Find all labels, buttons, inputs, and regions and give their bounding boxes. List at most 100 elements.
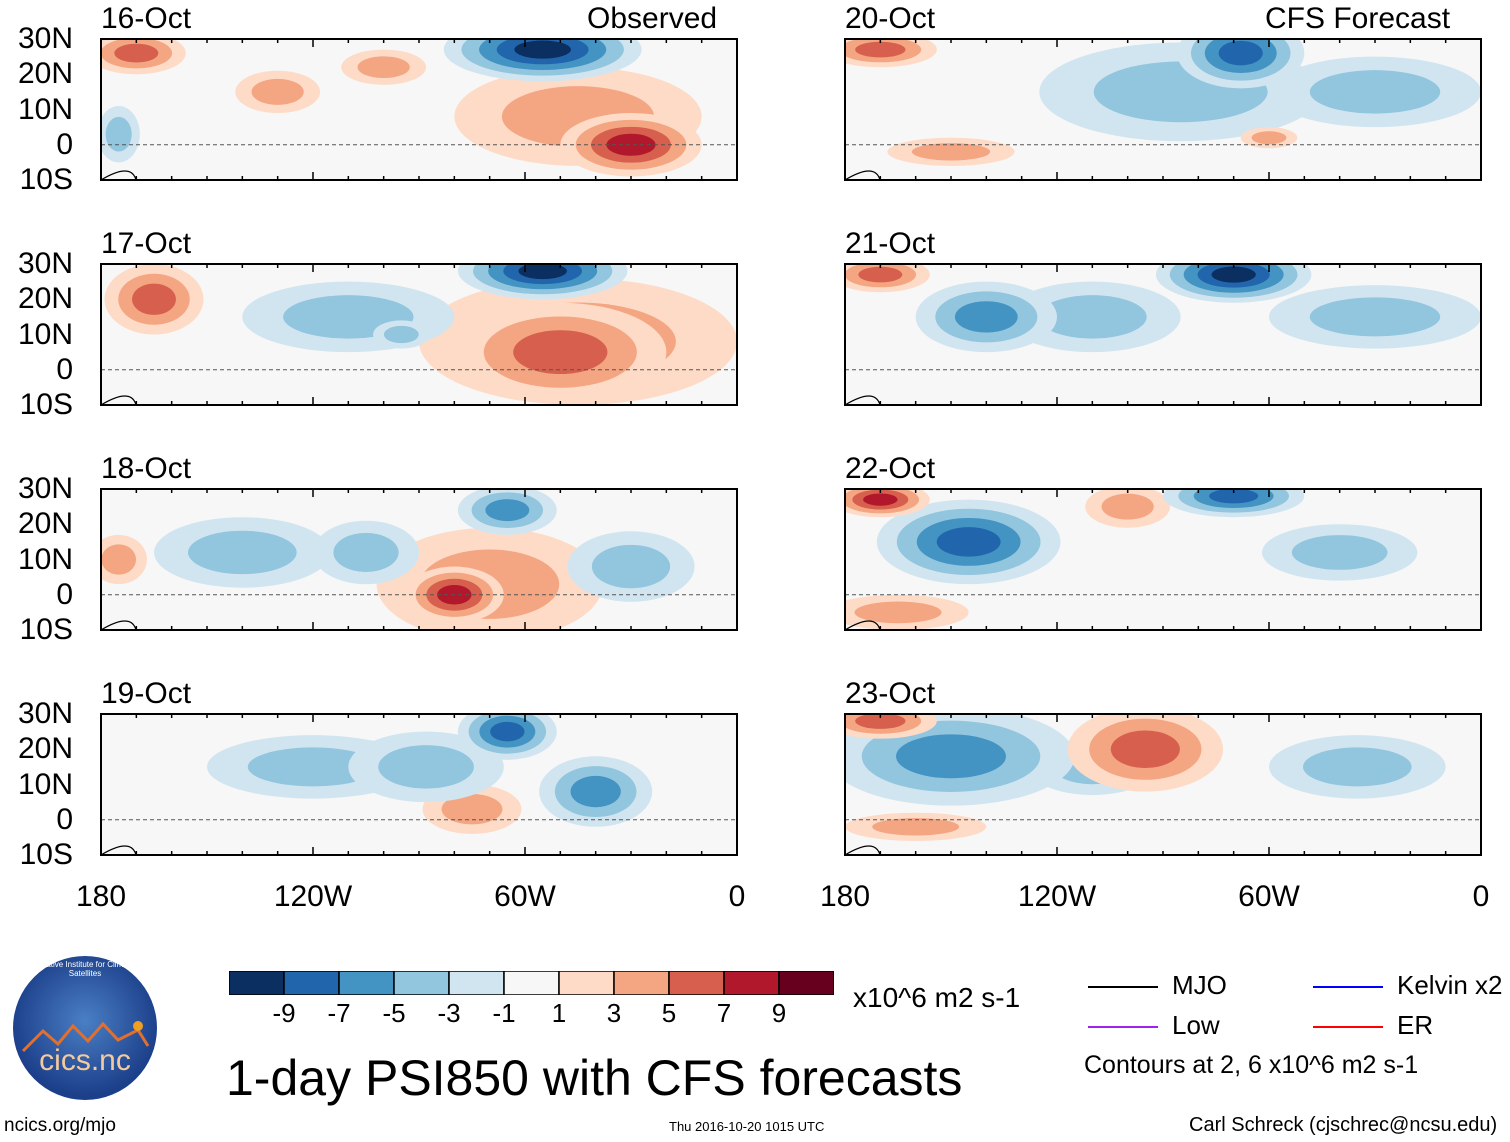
anomaly-contour <box>132 283 176 315</box>
lat-tick-label: 20N <box>17 507 73 541</box>
contour-note: Contours at 2, 6 x10^6 m2 s-1 <box>1084 1051 1419 1079</box>
forecast-title: CFS Forecast <box>1265 2 1451 35</box>
figure-title: 1-day PSI850 with CFS forecasts <box>226 1050 963 1106</box>
anomaly-contour <box>518 264 567 280</box>
panel-date-label: 21-Oct <box>845 227 936 260</box>
mountain-icon <box>21 1021 150 1053</box>
lat-tick-label: 0 <box>56 352 73 386</box>
anomaly-contour <box>936 527 1001 557</box>
legend-line <box>1088 1026 1158 1028</box>
anomaly-contour <box>1209 489 1259 504</box>
legend-item: ER <box>1313 1010 1510 1044</box>
anomaly-contour <box>872 818 960 836</box>
panel-date-label: 22-Oct <box>845 452 936 485</box>
map-panel-19-Oct <box>100 713 738 856</box>
colorbar-units: x10^6 m2 s-1 <box>853 982 1021 1013</box>
cics-logo: Cooperative Institute for Climate and Sa… <box>13 956 157 1100</box>
anomaly-contour <box>441 793 503 825</box>
map-panel-21-Oct <box>844 263 1482 406</box>
lon-tick-label: 0 <box>1472 880 1490 913</box>
colorbar-swatch <box>613 971 670 995</box>
lat-tick-label: 30N <box>17 697 73 730</box>
anomaly-contour <box>863 493 898 506</box>
anomaly-contour <box>854 601 942 624</box>
anomaly-contour <box>591 544 671 589</box>
colorbar-swatch <box>393 971 450 995</box>
anomaly-contour <box>855 41 906 58</box>
map-panel-17-Oct <box>100 263 738 406</box>
colorbar-label: -9 <box>272 998 296 1028</box>
lat-tick-label: 30N <box>17 247 73 280</box>
lon-tick-label: 0 <box>728 880 746 913</box>
colorbar-swatch <box>558 971 615 995</box>
lat-tick-label: 0 <box>56 577 73 611</box>
colorbar-label: 7 <box>716 998 732 1028</box>
lat-tick-label: 30N <box>17 472 73 505</box>
anomaly-contour <box>105 116 132 152</box>
lat-tick-label: 20N <box>17 57 73 91</box>
observed-title: Observed <box>587 2 718 35</box>
anomaly-contour <box>570 775 621 808</box>
mjo-contour <box>845 845 881 855</box>
lat-tick-label: 0 <box>56 802 73 836</box>
lat-tick-label: 10S <box>19 613 73 646</box>
mjo-contour <box>845 395 881 405</box>
lat-tick-label: 10S <box>19 163 73 196</box>
anomaly-contour <box>1218 40 1263 66</box>
panel-date-label: 19-Oct <box>101 677 192 710</box>
anomaly-contour <box>1309 70 1441 114</box>
anomaly-contour <box>101 544 137 575</box>
mjo-contour <box>845 620 881 630</box>
anomaly-contour <box>114 43 159 63</box>
anomaly-contour <box>333 532 399 572</box>
author-credit: Carl Schreck (cjschrec@ncsu.edu) <box>1189 1114 1498 1136</box>
anomaly-contour <box>251 78 304 105</box>
colorbar <box>229 971 834 995</box>
lon-tick-label: 120W <box>273 880 353 913</box>
legend-line <box>1088 986 1158 988</box>
colorbar-swatch <box>229 971 285 995</box>
colorbar-label: 3 <box>606 998 622 1028</box>
colorbar-swatch <box>778 971 834 995</box>
colorbar-label: 5 <box>661 998 677 1028</box>
anomaly-contour <box>858 266 903 283</box>
colorbar-swatch <box>723 971 780 995</box>
colorbar-label: 9 <box>771 998 787 1028</box>
colorbar-swatch <box>283 971 340 995</box>
anomaly-contour <box>187 530 297 575</box>
lat-tick-label: 10N <box>17 92 73 126</box>
legend-item: MJO <box>1088 970 1308 1004</box>
timestamp: Thu 2016-10-20 1015 UTC <box>669 1119 825 1134</box>
mjo-contour <box>101 395 137 405</box>
panel-date-label: 16-Oct <box>101 2 192 35</box>
panel-date-label: 20-Oct <box>845 2 936 35</box>
logo-ring-text: Cooperative Institute for Climate and Sa… <box>20 960 150 978</box>
colorbar-swatch <box>668 971 725 995</box>
anomaly-contour <box>490 721 525 742</box>
anomaly-contour <box>1291 535 1388 570</box>
legend-line <box>1313 986 1383 988</box>
colorbar-label: -5 <box>382 998 406 1028</box>
anomaly-contour <box>1251 131 1287 145</box>
lat-tick-label: 10N <box>17 767 73 801</box>
colorbar-swatch <box>338 971 395 995</box>
anomaly-contour <box>247 747 379 787</box>
anomaly-contour <box>1309 297 1441 337</box>
source-url[interactable]: ncics.org/mjo <box>4 1115 116 1136</box>
lat-tick-label: 20N <box>17 282 73 316</box>
anomaly-contour <box>855 714 906 729</box>
anomaly-contour <box>606 133 656 156</box>
legend-label: Low <box>1172 1010 1220 1040</box>
lat-tick-label: 10S <box>19 388 73 421</box>
anomaly-contour <box>513 330 608 375</box>
anomaly-contour <box>1101 493 1154 520</box>
colorbar-swatch <box>503 971 560 995</box>
anomaly-contour <box>896 734 1006 779</box>
map-panel-16-Oct <box>100 38 738 181</box>
mjo-contour <box>101 170 137 180</box>
lon-tick-label: 60W <box>1238 880 1300 913</box>
anomaly-contour <box>378 745 474 789</box>
mjo-contour <box>101 845 137 855</box>
lat-tick-label: 30N <box>17 22 73 55</box>
